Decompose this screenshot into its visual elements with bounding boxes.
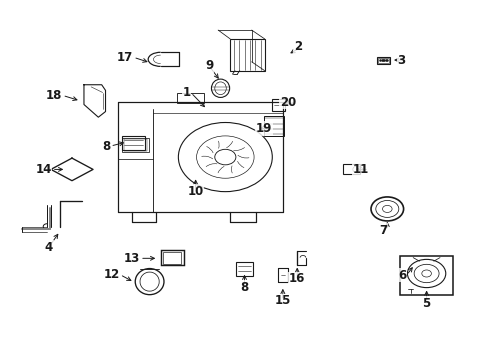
Text: 12: 12 xyxy=(103,268,120,281)
Text: 14: 14 xyxy=(36,163,52,176)
Text: 1: 1 xyxy=(183,86,190,99)
Text: 16: 16 xyxy=(288,272,305,285)
Bar xyxy=(177,93,203,103)
Bar xyxy=(122,138,148,152)
Bar xyxy=(377,58,388,63)
Bar xyxy=(343,165,360,174)
Text: 5: 5 xyxy=(422,297,430,310)
Text: 4: 4 xyxy=(45,240,53,253)
Bar xyxy=(160,250,183,265)
Bar xyxy=(230,39,264,71)
Text: 9: 9 xyxy=(204,59,213,72)
Bar xyxy=(123,139,147,151)
Text: 7: 7 xyxy=(378,224,386,237)
Bar xyxy=(272,99,284,111)
Text: 18: 18 xyxy=(46,89,62,102)
Bar xyxy=(235,262,253,276)
Bar xyxy=(122,136,144,150)
Text: 19: 19 xyxy=(255,122,272,135)
Text: 11: 11 xyxy=(352,163,368,176)
Text: 8: 8 xyxy=(240,281,248,294)
Text: 10: 10 xyxy=(187,185,203,198)
Text: 6: 6 xyxy=(397,269,406,282)
Bar xyxy=(263,117,283,136)
Text: 17: 17 xyxy=(117,51,133,64)
Text: 13: 13 xyxy=(123,252,140,265)
Text: 3: 3 xyxy=(397,54,405,67)
Text: 8: 8 xyxy=(102,140,110,153)
Bar xyxy=(399,256,452,294)
Text: 20: 20 xyxy=(280,96,296,109)
Bar xyxy=(163,252,181,264)
Bar xyxy=(376,57,389,64)
Text: 15: 15 xyxy=(274,294,290,307)
Text: 2: 2 xyxy=(293,40,302,53)
